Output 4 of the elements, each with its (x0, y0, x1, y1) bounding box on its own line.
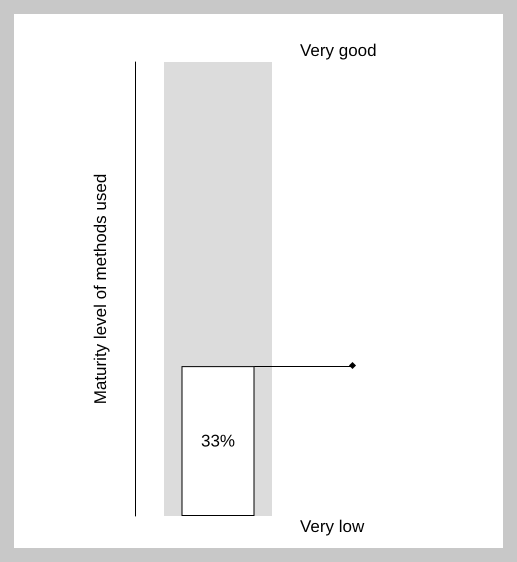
text: Very good (300, 41, 377, 60)
data-label: 33% (200, 432, 236, 451)
text: Very low (300, 517, 365, 536)
y-axis-title: Maturity level of methods used (91, 174, 110, 404)
